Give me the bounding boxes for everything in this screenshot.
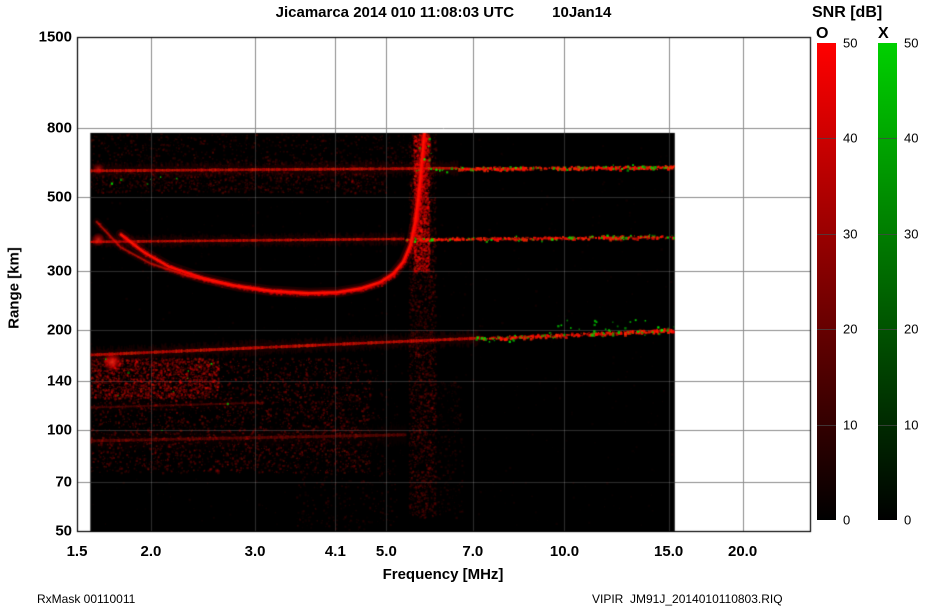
colorbar-x-mode-label: X bbox=[878, 25, 889, 42]
colorbar-title: SNR [dB] bbox=[812, 4, 883, 21]
x-axis-label: Frequency [MHz] bbox=[382, 566, 504, 583]
colorbar-o-mode-label: O bbox=[816, 25, 829, 42]
y-axis-label: Range [km] bbox=[5, 247, 23, 329]
footer-filename: VIPIR JM91J_2014010110803.RIQ bbox=[592, 592, 783, 606]
title-date: 10Jan14 bbox=[552, 4, 612, 21]
plot-title: Jicamarca 2014 010 11:08:03 UTC 10Jan14 bbox=[77, 4, 810, 21]
colorbar-x-gradient bbox=[878, 43, 897, 520]
title-text: Jicamarca 2014 010 11:08:03 UTC bbox=[275, 4, 515, 21]
footer-rxmask: RxMask 00110011 bbox=[37, 592, 136, 606]
colorbar-o-gradient bbox=[817, 43, 836, 520]
